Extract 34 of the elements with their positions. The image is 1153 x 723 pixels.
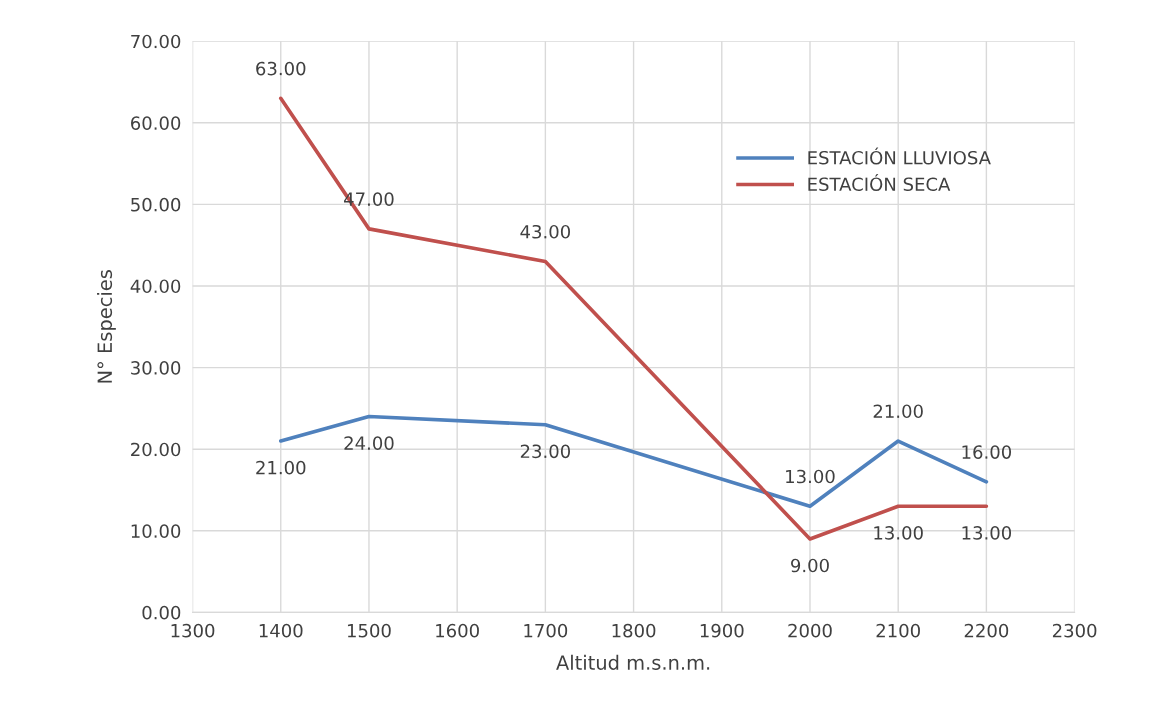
- x-tick-label: 1800: [612, 623, 656, 638]
- x-tick-label: 1300: [171, 623, 215, 638]
- x-tick-label: 1400: [259, 623, 303, 638]
- x-tick-label: 1600: [436, 623, 479, 638]
- x-tick-label: 2300: [1052, 623, 1097, 638]
- x-tick-label: 1700: [524, 623, 568, 638]
- data-label: 43.00: [520, 224, 571, 239]
- legend-label: ESTACIÓN SECA: [808, 174, 951, 192]
- y-tick-label: 30.00: [131, 361, 181, 375]
- x-tick-label: 2000: [788, 623, 832, 638]
- y-axis-title: N° Especies: [97, 270, 116, 383]
- x-tick-label: 1900: [700, 623, 744, 638]
- data-label: 24.00: [344, 436, 394, 450]
- data-label: 13.00: [874, 526, 923, 540]
- data-label: 63.00: [256, 61, 306, 76]
- x-tick-label: 1500: [347, 623, 391, 638]
- y-tick-label: 70.00: [131, 34, 181, 49]
- data-label: 21.00: [873, 404, 923, 419]
- legend-label: ESTACIÓN LLUVIOSA: [808, 147, 991, 165]
- y-tick-label: 20.00: [131, 442, 181, 457]
- x-axis-title: Altitud m.s.n.m.: [556, 654, 710, 670]
- y-tick-label: 0.00: [142, 605, 181, 620]
- y-tick-label: 40.00: [130, 279, 181, 294]
- x-tick-label: 2200: [964, 623, 1009, 638]
- data-label: 13.00: [962, 526, 1012, 540]
- data-label: 13.00: [786, 469, 835, 484]
- y-tick-label: 50.00: [131, 197, 181, 212]
- data-label: 21.00: [256, 460, 306, 475]
- y-tick-label: 10.00: [131, 524, 181, 538]
- data-label: 16.00: [962, 445, 1012, 459]
- data-label: 9.00: [791, 558, 829, 573]
- data-label: 23.00: [520, 444, 571, 459]
- x-tick-label: 2100: [876, 623, 920, 638]
- y-tick-label: 60.00: [131, 116, 181, 130]
